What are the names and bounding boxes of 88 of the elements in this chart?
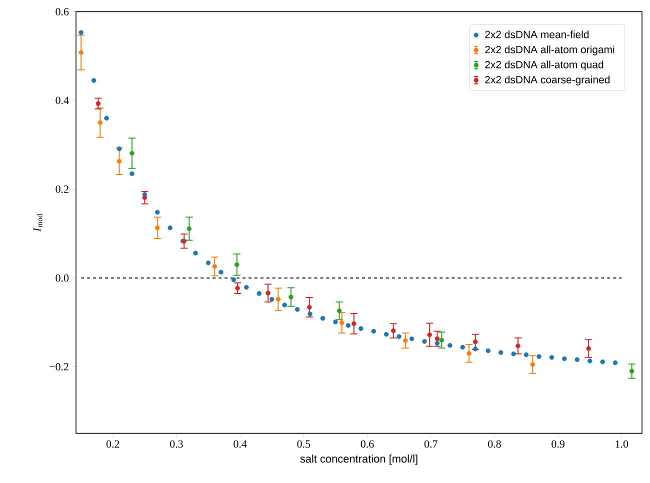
x-tick-label: 0.8 bbox=[488, 440, 501, 448]
point bbox=[234, 262, 240, 268]
point bbox=[612, 360, 618, 366]
point bbox=[282, 302, 287, 308]
point bbox=[536, 354, 542, 359]
point bbox=[422, 339, 427, 344]
y-tick-label: 0.4 bbox=[56, 96, 69, 104]
legend-label: 2x2 dsDNA mean-field bbox=[485, 30, 589, 38]
point bbox=[96, 101, 101, 106]
point bbox=[403, 338, 408, 343]
x-tick-label: 0.6 bbox=[360, 440, 374, 448]
point bbox=[276, 296, 281, 302]
point bbox=[516, 343, 520, 348]
point bbox=[269, 296, 274, 302]
point bbox=[142, 195, 148, 200]
point bbox=[308, 312, 312, 316]
point bbox=[91, 78, 96, 83]
point bbox=[530, 362, 536, 367]
point bbox=[218, 270, 224, 275]
point bbox=[352, 321, 356, 326]
point bbox=[130, 150, 134, 156]
legend-label: 2x2 dsDNA all-atom origami bbox=[485, 46, 614, 56]
x-tick-label: 0.5 bbox=[297, 440, 310, 448]
point bbox=[333, 320, 338, 324]
point bbox=[427, 332, 432, 338]
point bbox=[472, 339, 478, 344]
point bbox=[168, 225, 173, 230]
point bbox=[104, 116, 109, 121]
y-axis-title: I$_{mod}$ bbox=[33, 214, 42, 232]
x-tick-label: 0.7 bbox=[424, 440, 438, 448]
point bbox=[390, 328, 396, 334]
y-tick-label: 0.6 bbox=[56, 8, 69, 16]
y-tick-label: −0.2 bbox=[50, 363, 68, 370]
point bbox=[294, 307, 300, 312]
point bbox=[116, 158, 122, 164]
point bbox=[256, 291, 262, 296]
point bbox=[78, 50, 84, 55]
x-tick-label: 0.3 bbox=[170, 440, 183, 448]
point bbox=[193, 250, 198, 256]
point bbox=[409, 336, 414, 342]
point bbox=[212, 264, 218, 269]
point bbox=[486, 348, 490, 354]
point bbox=[439, 338, 444, 342]
point bbox=[336, 308, 342, 314]
point bbox=[266, 290, 270, 296]
point bbox=[574, 357, 580, 362]
legend-label: 2x2 dsDNA all-atom quad bbox=[485, 60, 604, 70]
point bbox=[235, 286, 240, 291]
point bbox=[600, 359, 605, 364]
point bbox=[371, 328, 376, 334]
point bbox=[460, 344, 466, 350]
point bbox=[466, 351, 472, 356]
x-tick-label: 0.2 bbox=[106, 440, 120, 448]
legend-label: 2x2 dsDNA coarse-grained bbox=[485, 76, 610, 86]
y-tick-label: 0.2 bbox=[56, 186, 68, 193]
point bbox=[339, 320, 344, 326]
point bbox=[231, 277, 236, 282]
x-tick-label: 0.9 bbox=[552, 440, 564, 448]
point bbox=[384, 332, 389, 337]
point bbox=[320, 316, 326, 321]
x-tick-label: 1.0 bbox=[616, 440, 628, 448]
point bbox=[288, 294, 294, 300]
point bbox=[358, 326, 364, 331]
x-tick-label: 0.4 bbox=[234, 440, 247, 448]
point bbox=[396, 334, 402, 339]
x-axis-title: salt concentration [mol/l] bbox=[300, 454, 418, 465]
point bbox=[346, 323, 351, 328]
point bbox=[562, 356, 567, 362]
point bbox=[98, 120, 103, 126]
point bbox=[116, 146, 122, 152]
point bbox=[78, 30, 84, 35]
point bbox=[498, 350, 504, 355]
point bbox=[130, 171, 134, 176]
point bbox=[448, 343, 452, 348]
point bbox=[524, 352, 529, 358]
point bbox=[155, 225, 160, 230]
point bbox=[549, 355, 554, 360]
point bbox=[434, 336, 440, 342]
point bbox=[511, 351, 516, 356]
point bbox=[307, 304, 312, 310]
point bbox=[586, 346, 591, 351]
point bbox=[186, 226, 192, 232]
point bbox=[629, 368, 634, 374]
point bbox=[206, 260, 211, 266]
y-tick-label: 0.0 bbox=[56, 274, 69, 282]
point bbox=[244, 284, 249, 290]
point bbox=[587, 358, 592, 364]
point bbox=[155, 210, 160, 215]
